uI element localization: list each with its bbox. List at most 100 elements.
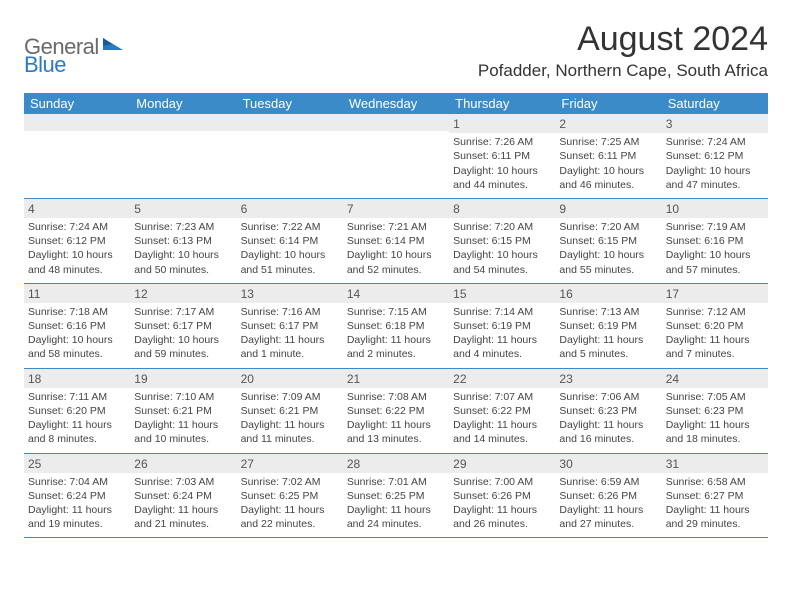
day-cell: 16Sunrise: 7:13 AMSunset: 6:19 PMDayligh… (555, 284, 661, 368)
day-line: Sunrise: 7:07 AM (453, 390, 551, 404)
day-line: Daylight: 11 hours and 18 minutes. (666, 418, 764, 446)
day-body: Sunrise: 7:03 AMSunset: 6:24 PMDaylight:… (130, 473, 236, 538)
day-line: Daylight: 11 hours and 5 minutes. (559, 333, 657, 361)
day-body: Sunrise: 7:11 AMSunset: 6:20 PMDaylight:… (24, 388, 130, 453)
day-number: 28 (343, 454, 449, 473)
day-line: Daylight: 10 hours and 54 minutes. (453, 248, 551, 276)
day-number: 31 (662, 454, 768, 473)
week-row: 25Sunrise: 7:04 AMSunset: 6:24 PMDayligh… (24, 454, 768, 539)
day-number: 5 (130, 199, 236, 218)
day-number: 23 (555, 369, 661, 388)
day-cell: 31Sunrise: 6:58 AMSunset: 6:27 PMDayligh… (662, 454, 768, 538)
day-number: 20 (237, 369, 343, 388)
day-number: 17 (662, 284, 768, 303)
day-line: Sunrise: 7:13 AM (559, 305, 657, 319)
day-line: Daylight: 10 hours and 46 minutes. (559, 164, 657, 192)
day-line: Sunset: 6:16 PM (28, 319, 126, 333)
day-body: Sunrise: 7:01 AMSunset: 6:25 PMDaylight:… (343, 473, 449, 538)
day-line: Daylight: 10 hours and 50 minutes. (134, 248, 232, 276)
day-cell: 28Sunrise: 7:01 AMSunset: 6:25 PMDayligh… (343, 454, 449, 538)
day-line: Daylight: 11 hours and 24 minutes. (347, 503, 445, 531)
day-cell (130, 114, 236, 198)
day-body: Sunrise: 7:26 AMSunset: 6:11 PMDaylight:… (449, 133, 555, 198)
day-cell: 3Sunrise: 7:24 AMSunset: 6:12 PMDaylight… (662, 114, 768, 198)
day-cell: 5Sunrise: 7:23 AMSunset: 6:13 PMDaylight… (130, 199, 236, 283)
day-number: 30 (555, 454, 661, 473)
brand-text-2: Blue (24, 52, 66, 77)
day-cell: 9Sunrise: 7:20 AMSunset: 6:15 PMDaylight… (555, 199, 661, 283)
day-body: Sunrise: 7:13 AMSunset: 6:19 PMDaylight:… (555, 303, 661, 368)
title-block: August 2024 Pofadder, Northern Cape, Sou… (478, 20, 768, 81)
day-line: Sunrise: 7:22 AM (241, 220, 339, 234)
day-body: Sunrise: 7:20 AMSunset: 6:15 PMDaylight:… (449, 218, 555, 283)
day-line: Sunset: 6:22 PM (347, 404, 445, 418)
day-number: 18 (24, 369, 130, 388)
day-number (237, 114, 343, 131)
day-body: Sunrise: 7:20 AMSunset: 6:15 PMDaylight:… (555, 218, 661, 283)
day-line: Sunset: 6:21 PM (241, 404, 339, 418)
day-body: Sunrise: 7:16 AMSunset: 6:17 PMDaylight:… (237, 303, 343, 368)
day-cell: 10Sunrise: 7:19 AMSunset: 6:16 PMDayligh… (662, 199, 768, 283)
day-cell: 4Sunrise: 7:24 AMSunset: 6:12 PMDaylight… (24, 199, 130, 283)
day-line: Sunrise: 7:19 AM (666, 220, 764, 234)
location: Pofadder, Northern Cape, South Africa (478, 61, 768, 81)
day-cell: 24Sunrise: 7:05 AMSunset: 6:23 PMDayligh… (662, 369, 768, 453)
day-line: Daylight: 11 hours and 21 minutes. (134, 503, 232, 531)
day-line: Sunset: 6:19 PM (559, 319, 657, 333)
day-line: Sunset: 6:26 PM (559, 489, 657, 503)
day-cell: 17Sunrise: 7:12 AMSunset: 6:20 PMDayligh… (662, 284, 768, 368)
day-number: 2 (555, 114, 661, 133)
day-number: 14 (343, 284, 449, 303)
day-number: 6 (237, 199, 343, 218)
brand-line2: Blue (24, 52, 66, 78)
day-body: Sunrise: 7:18 AMSunset: 6:16 PMDaylight:… (24, 303, 130, 368)
day-body: Sunrise: 7:24 AMSunset: 6:12 PMDaylight:… (662, 133, 768, 198)
day-body: Sunrise: 6:59 AMSunset: 6:26 PMDaylight:… (555, 473, 661, 538)
day-number: 27 (237, 454, 343, 473)
day-line: Sunrise: 7:18 AM (28, 305, 126, 319)
day-number: 4 (24, 199, 130, 218)
day-line: Daylight: 11 hours and 14 minutes. (453, 418, 551, 446)
day-line: Sunrise: 7:03 AM (134, 475, 232, 489)
day-line: Sunrise: 7:06 AM (559, 390, 657, 404)
day-number: 25 (24, 454, 130, 473)
day-body: Sunrise: 7:14 AMSunset: 6:19 PMDaylight:… (449, 303, 555, 368)
day-line: Sunset: 6:15 PM (559, 234, 657, 248)
day-body (24, 131, 130, 139)
day-cell: 7Sunrise: 7:21 AMSunset: 6:14 PMDaylight… (343, 199, 449, 283)
day-line: Sunset: 6:11 PM (559, 149, 657, 163)
day-body (343, 131, 449, 139)
day-line: Sunrise: 6:59 AM (559, 475, 657, 489)
day-number: 13 (237, 284, 343, 303)
day-cell: 21Sunrise: 7:08 AMSunset: 6:22 PMDayligh… (343, 369, 449, 453)
day-number: 19 (130, 369, 236, 388)
day-line: Sunset: 6:25 PM (347, 489, 445, 503)
day-body: Sunrise: 7:05 AMSunset: 6:23 PMDaylight:… (662, 388, 768, 453)
day-line: Daylight: 10 hours and 59 minutes. (134, 333, 232, 361)
weekday-sun: Sunday (24, 93, 130, 114)
day-line: Sunset: 6:12 PM (28, 234, 126, 248)
day-line: Sunrise: 7:08 AM (347, 390, 445, 404)
day-cell (24, 114, 130, 198)
day-line: Daylight: 10 hours and 55 minutes. (559, 248, 657, 276)
day-line: Sunrise: 7:01 AM (347, 475, 445, 489)
day-line: Sunset: 6:24 PM (134, 489, 232, 503)
day-body: Sunrise: 7:08 AMSunset: 6:22 PMDaylight:… (343, 388, 449, 453)
day-cell: 25Sunrise: 7:04 AMSunset: 6:24 PMDayligh… (24, 454, 130, 538)
day-body (130, 131, 236, 139)
day-line: Sunrise: 7:05 AM (666, 390, 764, 404)
day-line: Sunset: 6:17 PM (134, 319, 232, 333)
week-row: 11Sunrise: 7:18 AMSunset: 6:16 PMDayligh… (24, 284, 768, 369)
day-line: Sunset: 6:19 PM (453, 319, 551, 333)
day-body: Sunrise: 7:23 AMSunset: 6:13 PMDaylight:… (130, 218, 236, 283)
day-line: Daylight: 10 hours and 47 minutes. (666, 164, 764, 192)
day-number: 15 (449, 284, 555, 303)
day-body: Sunrise: 7:04 AMSunset: 6:24 PMDaylight:… (24, 473, 130, 538)
day-line: Sunrise: 7:14 AM (453, 305, 551, 319)
day-cell: 18Sunrise: 7:11 AMSunset: 6:20 PMDayligh… (24, 369, 130, 453)
day-line: Sunrise: 7:10 AM (134, 390, 232, 404)
day-body: Sunrise: 7:06 AMSunset: 6:23 PMDaylight:… (555, 388, 661, 453)
day-cell: 1Sunrise: 7:26 AMSunset: 6:11 PMDaylight… (449, 114, 555, 198)
day-line: Sunset: 6:23 PM (666, 404, 764, 418)
header: General August 2024 Pofadder, Northern C… (24, 20, 768, 81)
